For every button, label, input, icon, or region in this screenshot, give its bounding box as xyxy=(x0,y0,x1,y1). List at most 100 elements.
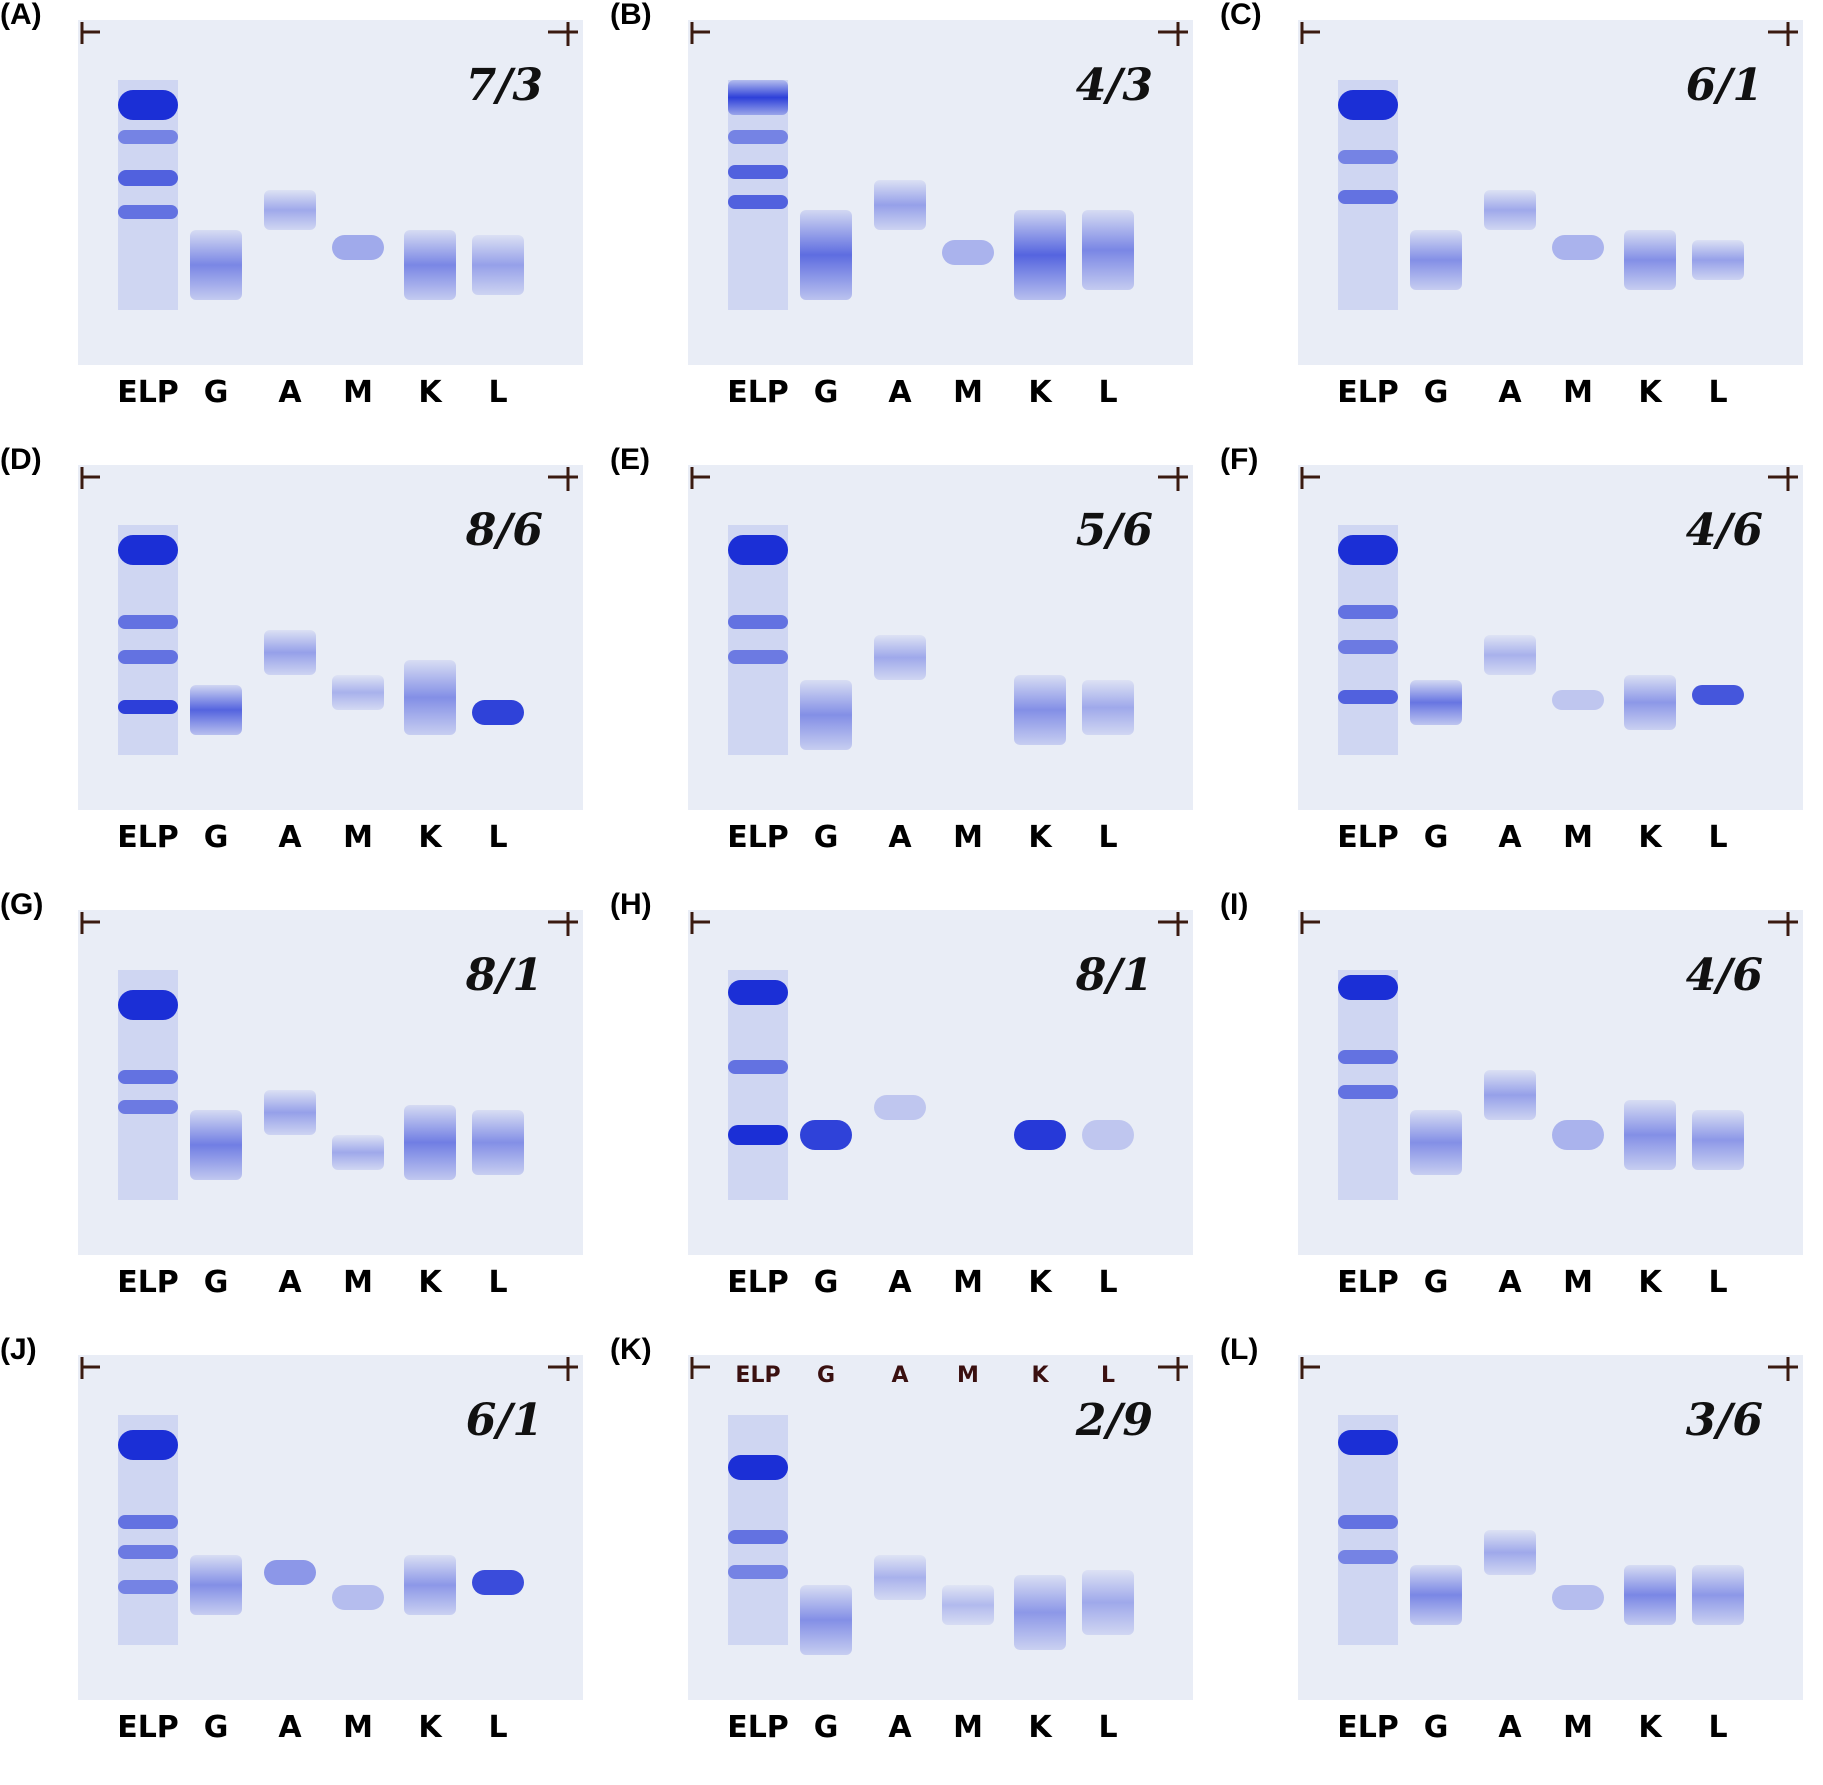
lane-label: M xyxy=(343,1265,373,1300)
handwritten-note: 4/3 xyxy=(1075,60,1153,111)
gel-band xyxy=(1552,1585,1604,1610)
lane-labels: ELP G A M K L xyxy=(78,1265,583,1305)
lane-label: ELP xyxy=(727,375,789,410)
gel-band xyxy=(1338,1430,1398,1455)
lane-label: G xyxy=(1423,1265,1449,1300)
gel-band xyxy=(118,1430,178,1460)
lane-label: ELP xyxy=(117,1710,179,1745)
lane-labels: ELP G A M K L xyxy=(688,1265,1193,1305)
lane-label: M xyxy=(1563,375,1593,410)
gel-band xyxy=(1014,210,1066,300)
gel-band xyxy=(1014,1575,1066,1650)
gel-band xyxy=(1014,1120,1066,1150)
lane-label: ELP xyxy=(117,1265,179,1300)
panel-label: (L) xyxy=(1220,1333,1259,1366)
gel-panel: (E) 5/6 ELP G A M K L xyxy=(610,445,1210,895)
gel-band xyxy=(874,635,926,680)
corner-mark xyxy=(1158,22,1188,46)
gel-band xyxy=(264,630,316,675)
lane-label: L xyxy=(1098,375,1118,410)
gel-band xyxy=(1082,680,1134,735)
panel-label: (H) xyxy=(610,888,652,921)
gel-band xyxy=(728,615,788,629)
gel-image: 3/6 xyxy=(1298,1355,1803,1700)
gel-band xyxy=(264,1560,316,1585)
gel-band xyxy=(874,1095,926,1120)
lane-label: M xyxy=(1563,820,1593,855)
gel-panel: (I) 4/6 ELP G A M K L xyxy=(1220,890,1820,1340)
gel-bands xyxy=(690,22,1188,310)
gel-band xyxy=(728,980,788,1005)
gel-band xyxy=(1338,605,1398,619)
gel-panel: (J) 6/1 ELP G A M K L xyxy=(0,1335,600,1785)
gel-band xyxy=(728,1530,788,1544)
corner-mark xyxy=(1768,22,1798,46)
lane-labels: ELP G A M K L xyxy=(1298,1265,1803,1305)
gel-bands xyxy=(1300,912,1798,1200)
lane-label: G xyxy=(813,1710,839,1745)
panel-label: (B) xyxy=(610,0,652,31)
panel-label: (G) xyxy=(0,888,44,921)
gel-band xyxy=(728,1125,788,1145)
gel-band xyxy=(404,1105,456,1180)
gel-band xyxy=(472,700,524,725)
gel-band xyxy=(118,700,178,714)
gel-band xyxy=(728,1060,788,1074)
lane-label: G xyxy=(813,820,839,855)
gel-bands xyxy=(80,22,578,310)
gel-bands xyxy=(1300,467,1798,755)
lane-labels: ELP G A M K L xyxy=(78,375,583,415)
gel-band xyxy=(800,1585,852,1655)
panel-label: (D) xyxy=(0,443,42,476)
gel-band xyxy=(1692,685,1744,705)
gel-band xyxy=(800,210,852,300)
gel-band xyxy=(332,675,384,710)
gel-band xyxy=(332,1135,384,1170)
lane-label: G xyxy=(203,1710,229,1745)
gel-band xyxy=(1624,1565,1676,1625)
gel-image: 4/6 xyxy=(1298,910,1803,1255)
lane-label: K xyxy=(1638,375,1662,410)
lane-label: ELP xyxy=(727,1710,789,1745)
lane-labels: ELP G A M K L xyxy=(688,820,1193,860)
lane-label: L xyxy=(1098,820,1118,855)
lane-label: L xyxy=(1708,1265,1728,1300)
lane-label: A xyxy=(888,820,912,855)
lane-label: G xyxy=(203,375,229,410)
lane-label: G xyxy=(1423,375,1449,410)
gel-band xyxy=(1410,1110,1462,1175)
gel-band xyxy=(118,205,178,219)
lane-label: A xyxy=(1498,375,1522,410)
lane-label: G xyxy=(813,375,839,410)
corner-mark xyxy=(1158,467,1188,491)
corner-mark xyxy=(1300,467,1320,489)
gel-band xyxy=(190,230,242,300)
gel-panel: (G) 8/1 ELP G A M K L xyxy=(0,890,600,1340)
lane-label: M xyxy=(953,820,983,855)
gel-image: 8/6 xyxy=(78,465,583,810)
gel-band xyxy=(404,230,456,300)
gel-bands xyxy=(80,1357,578,1645)
gel-image: 5/6 xyxy=(688,465,1193,810)
gel-band xyxy=(1692,240,1744,280)
gel-band xyxy=(118,650,178,664)
lane-label: A xyxy=(888,1710,912,1745)
lane-label: G xyxy=(1423,820,1449,855)
lane-label: K xyxy=(1638,820,1662,855)
gel-panel: (K) 2/9 ELP G A M K L ELP G A M K L xyxy=(610,1335,1210,1785)
gel-band xyxy=(472,235,524,295)
lane-label: A xyxy=(1498,1265,1522,1300)
lane-labels: ELP G A M K L xyxy=(1298,1710,1803,1750)
gel-band xyxy=(1624,675,1676,730)
lane-label: ELP xyxy=(117,375,179,410)
gel-band xyxy=(1338,190,1398,204)
gel-band xyxy=(1484,190,1536,230)
gel-band xyxy=(1410,1565,1462,1625)
lane-label: K xyxy=(1028,375,1052,410)
lane-label: M xyxy=(953,1265,983,1300)
gel-image: 8/1 xyxy=(688,910,1193,1255)
lane-label: G xyxy=(1423,1710,1449,1745)
panel-label: (K) xyxy=(610,1333,652,1366)
lane-label: ELP xyxy=(727,1265,789,1300)
gel-image: 7/3 xyxy=(78,20,583,365)
